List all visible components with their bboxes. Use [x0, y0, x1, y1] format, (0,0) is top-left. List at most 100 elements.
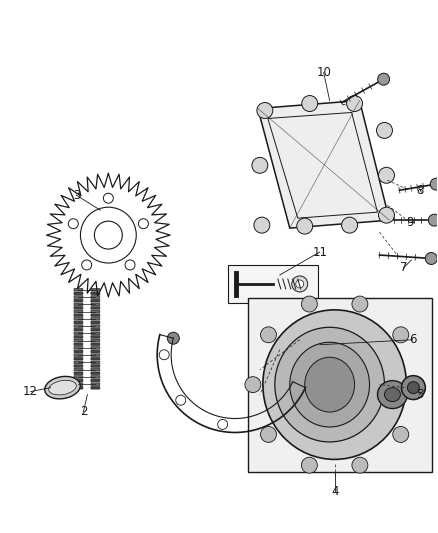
FancyBboxPatch shape	[91, 372, 100, 375]
FancyBboxPatch shape	[91, 318, 100, 320]
FancyBboxPatch shape	[91, 365, 100, 367]
FancyBboxPatch shape	[91, 354, 100, 357]
Circle shape	[430, 178, 438, 190]
Circle shape	[377, 123, 392, 139]
FancyBboxPatch shape	[91, 376, 100, 378]
FancyBboxPatch shape	[74, 376, 83, 378]
Text: 6: 6	[409, 333, 416, 346]
FancyBboxPatch shape	[91, 325, 100, 327]
FancyBboxPatch shape	[74, 306, 83, 309]
FancyBboxPatch shape	[91, 368, 100, 371]
Circle shape	[425, 253, 437, 264]
Circle shape	[301, 457, 318, 473]
FancyBboxPatch shape	[74, 325, 83, 327]
Circle shape	[291, 385, 301, 395]
Circle shape	[68, 219, 78, 229]
FancyBboxPatch shape	[91, 292, 100, 295]
FancyBboxPatch shape	[91, 383, 100, 385]
Polygon shape	[258, 101, 389, 228]
Text: 2: 2	[80, 405, 87, 418]
Ellipse shape	[401, 376, 425, 400]
FancyBboxPatch shape	[91, 346, 100, 349]
Circle shape	[176, 395, 186, 405]
Circle shape	[261, 426, 276, 442]
Circle shape	[252, 157, 268, 173]
Circle shape	[378, 207, 395, 223]
Circle shape	[257, 102, 273, 118]
Circle shape	[408, 377, 424, 393]
Text: 9: 9	[406, 216, 414, 229]
FancyBboxPatch shape	[91, 303, 100, 305]
FancyBboxPatch shape	[91, 350, 100, 353]
Circle shape	[297, 218, 313, 234]
Circle shape	[302, 95, 318, 111]
FancyBboxPatch shape	[74, 361, 83, 364]
Text: 10: 10	[316, 66, 331, 79]
FancyBboxPatch shape	[91, 336, 100, 338]
Ellipse shape	[45, 376, 80, 399]
FancyBboxPatch shape	[74, 288, 83, 291]
FancyBboxPatch shape	[74, 303, 83, 305]
FancyBboxPatch shape	[91, 386, 100, 389]
Circle shape	[393, 426, 409, 442]
Circle shape	[218, 419, 228, 430]
FancyBboxPatch shape	[91, 306, 100, 309]
FancyBboxPatch shape	[74, 379, 83, 382]
Ellipse shape	[275, 327, 385, 442]
FancyBboxPatch shape	[74, 346, 83, 349]
Circle shape	[352, 457, 368, 473]
Circle shape	[254, 217, 270, 233]
Ellipse shape	[49, 381, 76, 395]
Text: 12: 12	[23, 385, 38, 398]
FancyBboxPatch shape	[74, 350, 83, 353]
Text: 5: 5	[416, 388, 423, 401]
FancyBboxPatch shape	[74, 336, 83, 338]
Circle shape	[125, 260, 135, 270]
Circle shape	[138, 219, 148, 229]
Circle shape	[265, 411, 276, 421]
Circle shape	[346, 95, 363, 111]
FancyBboxPatch shape	[74, 383, 83, 385]
Circle shape	[159, 350, 169, 360]
Text: 11: 11	[312, 246, 327, 259]
FancyBboxPatch shape	[74, 292, 83, 295]
FancyBboxPatch shape	[74, 318, 83, 320]
Text: 3: 3	[73, 189, 80, 201]
FancyBboxPatch shape	[74, 314, 83, 317]
Circle shape	[352, 296, 368, 312]
FancyBboxPatch shape	[91, 314, 100, 317]
Circle shape	[378, 167, 395, 183]
Circle shape	[82, 260, 92, 270]
Circle shape	[393, 327, 409, 343]
FancyBboxPatch shape	[74, 296, 83, 298]
Ellipse shape	[385, 387, 400, 401]
FancyBboxPatch shape	[91, 296, 100, 298]
FancyBboxPatch shape	[91, 288, 100, 291]
Text: 4: 4	[331, 485, 339, 498]
FancyBboxPatch shape	[74, 328, 83, 331]
Circle shape	[167, 332, 179, 344]
Circle shape	[296, 280, 304, 288]
FancyBboxPatch shape	[74, 343, 83, 345]
Ellipse shape	[263, 310, 406, 459]
Text: 7: 7	[399, 262, 407, 274]
Circle shape	[245, 377, 261, 393]
FancyBboxPatch shape	[74, 386, 83, 389]
FancyBboxPatch shape	[91, 321, 100, 324]
FancyBboxPatch shape	[91, 310, 100, 313]
Circle shape	[292, 276, 308, 292]
FancyBboxPatch shape	[91, 358, 100, 360]
Circle shape	[261, 327, 276, 343]
FancyBboxPatch shape	[74, 372, 83, 375]
FancyBboxPatch shape	[74, 321, 83, 324]
FancyBboxPatch shape	[74, 340, 83, 342]
FancyBboxPatch shape	[91, 332, 100, 335]
Circle shape	[428, 214, 438, 226]
Circle shape	[103, 193, 113, 203]
Ellipse shape	[290, 342, 370, 427]
FancyBboxPatch shape	[91, 328, 100, 331]
Circle shape	[301, 296, 318, 312]
FancyBboxPatch shape	[91, 361, 100, 364]
FancyBboxPatch shape	[74, 332, 83, 335]
Bar	[248, 298, 432, 472]
